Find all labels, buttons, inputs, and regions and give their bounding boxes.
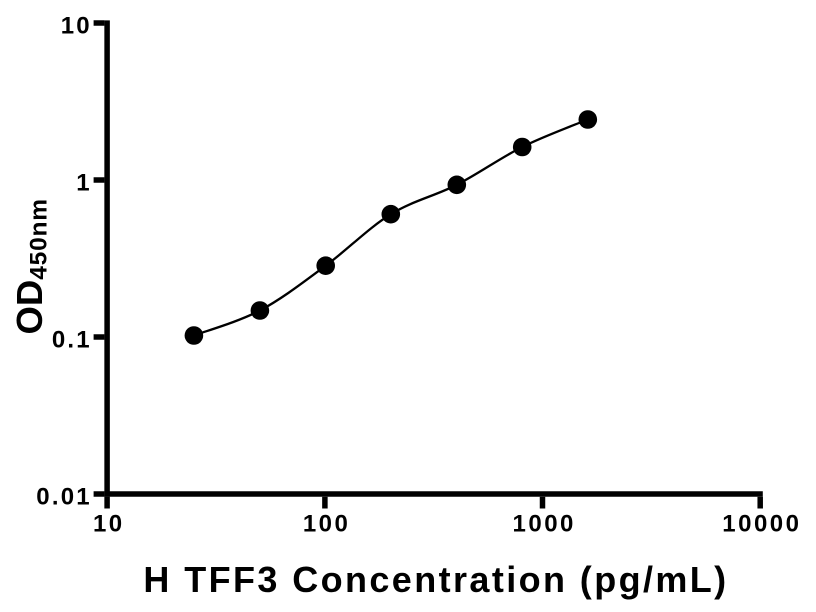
svg-text:10: 10	[61, 13, 92, 40]
svg-text:0.01: 0.01	[36, 484, 92, 511]
svg-text:H TFF3 Concentration (pg/mL): H TFF3 Concentration (pg/mL)	[143, 559, 728, 600]
svg-text:100: 100	[303, 510, 351, 537]
svg-text:0.1: 0.1	[52, 327, 92, 354]
svg-text:1: 1	[76, 170, 92, 197]
svg-text:10: 10	[93, 510, 125, 537]
svg-text:1000: 1000	[513, 510, 576, 537]
svg-text:10000: 10000	[722, 510, 801, 537]
